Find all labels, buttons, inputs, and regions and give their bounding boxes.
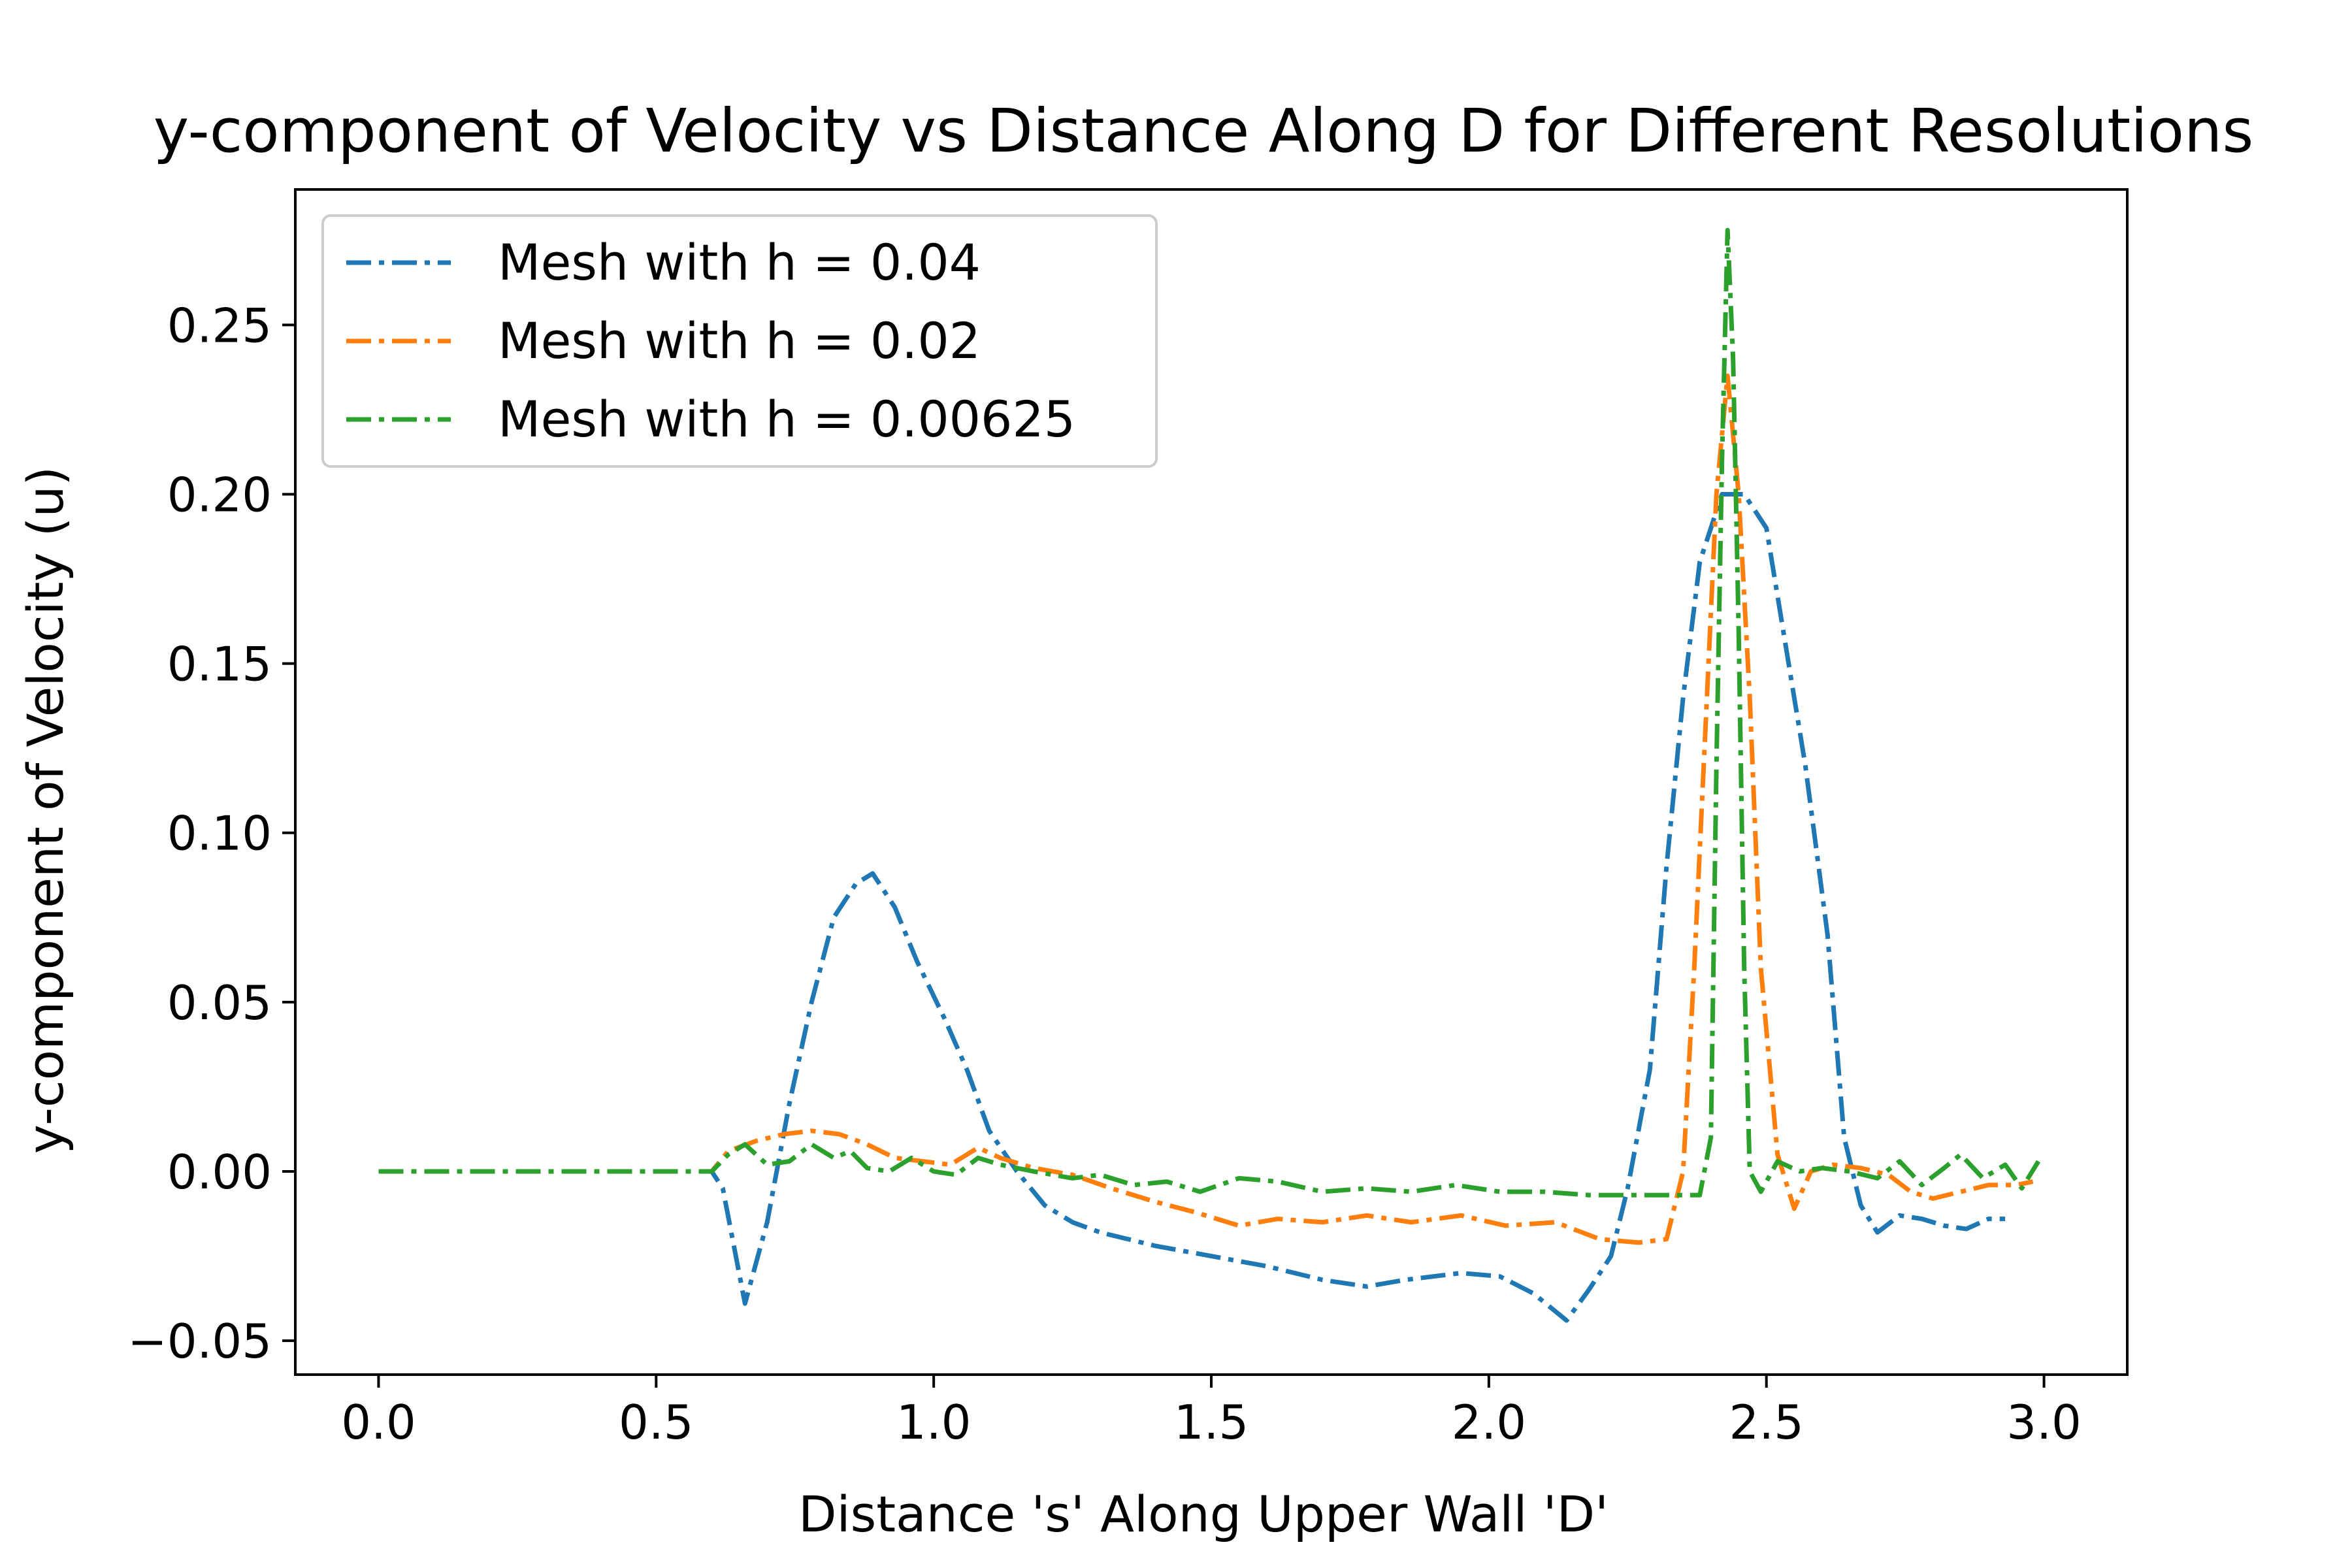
x-tick-label: 0.5 xyxy=(619,1395,694,1450)
x-tick-label: 0.0 xyxy=(341,1395,416,1450)
chart-title: y-component of Velocity vs Distance Alon… xyxy=(154,96,2254,166)
x-axis-ticks: 0.0 0.5 1.0 1.5 2.0 2.5 3.0 xyxy=(341,1375,2082,1450)
y-tick-label: 0.25 xyxy=(167,298,272,353)
x-axis-label: Distance 's' Along Upper Wall 'D' xyxy=(798,1485,1609,1543)
series-line-1 xyxy=(378,492,2006,1323)
legend-label: Mesh with h = 0.04 xyxy=(498,233,981,291)
y-tick-label: 0.10 xyxy=(167,806,272,861)
series-lines xyxy=(378,227,2040,1323)
legend-box xyxy=(321,214,1158,468)
x-tick-label: 1.0 xyxy=(896,1395,972,1450)
x-tick-label: 2.0 xyxy=(1452,1395,1527,1450)
x-tick-label: 2.5 xyxy=(1729,1395,1804,1450)
y-tick-label: 0.00 xyxy=(167,1145,272,1200)
legend-label: Mesh with h = 0.00625 xyxy=(498,390,1075,448)
y-tick-label: −0.05 xyxy=(127,1314,272,1369)
legend: Mesh with h = 0.04 Mesh with h = 0.02 Mesh… xyxy=(321,214,1158,468)
x-tick-label: 1.5 xyxy=(1174,1395,1249,1450)
y-axis-ticks: −0.05 0.00 0.05 0.10 0.15 0.20 0.25 xyxy=(127,298,295,1369)
legend-label: Mesh with h = 0.02 xyxy=(498,312,981,370)
y-tick-label: 0.15 xyxy=(167,637,272,692)
y-tick-label: 0.20 xyxy=(167,467,272,522)
y-axis-label: y-component of Velocity (u) xyxy=(16,466,74,1154)
series-line-3 xyxy=(378,227,2040,1198)
y-tick-label: 0.05 xyxy=(167,975,272,1030)
x-tick-label: 3.0 xyxy=(2006,1395,2082,1450)
